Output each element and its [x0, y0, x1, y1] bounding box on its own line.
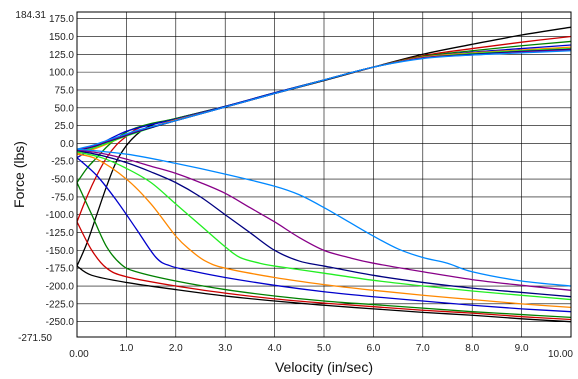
x-tick-labels: 0.00 1.0 2.0 3.0 4.0 5.0 6.0 7.0 8.0 9.0 10.00	[69, 343, 573, 360]
series-line	[76, 149, 572, 298]
y-tick-label: -125.0	[46, 228, 75, 239]
plot-frame	[76, 11, 572, 338]
y-tick-label: -25.0	[51, 157, 74, 168]
x-tick-label: 6.0	[366, 343, 380, 354]
y-tick-label: 175.0	[49, 14, 74, 25]
y-tick-label: 25.0	[55, 121, 75, 132]
y-tick-label: 125.0	[49, 50, 74, 61]
x-tick-label: 7.0	[416, 343, 430, 354]
y-tick-label: -200.0	[46, 282, 75, 293]
y-tick-label: -175.0	[46, 264, 75, 275]
x-tick-label: 1.0	[119, 343, 133, 354]
x-tick-label: 9.0	[515, 343, 529, 354]
y-tick-label: 50.0	[55, 103, 75, 114]
y-tick-label: 0.0	[60, 139, 74, 150]
x-tick-label: 2.0	[169, 343, 183, 354]
y-max-label: 184.31	[15, 10, 46, 21]
y-axis-title: Force (lbs)	[11, 141, 27, 208]
series-line	[76, 148, 572, 287]
series-line	[76, 265, 572, 323]
series-line	[76, 50, 572, 150]
x-tick-label: 10.00	[548, 349, 573, 360]
y-tick-label: -50.0	[51, 175, 74, 186]
x-tick-label: 3.0	[218, 343, 232, 354]
y-tick-label: -75.0	[51, 192, 74, 203]
x-tick-label: 4.0	[268, 343, 282, 354]
y-tick-label: 150.0	[49, 32, 74, 43]
y-tick-label: 100.0	[49, 68, 74, 79]
series-line	[76, 157, 572, 313]
series-line	[76, 221, 572, 321]
x-tick-label: 0.00	[69, 349, 89, 360]
y-min-label: -271.50	[18, 333, 52, 344]
series-line	[76, 151, 572, 301]
y-tick-label: -225.0	[46, 299, 75, 310]
series-line	[76, 40, 572, 184]
y-tick-label: -150.0	[46, 246, 75, 257]
y-tick-labels: 175.0 150.0 125.0 100.0 75.0 50.0 25.0 0.0 -25.0…	[46, 14, 75, 328]
series-line	[76, 153, 572, 309]
y-tick-label: -250.0	[46, 317, 75, 328]
series-line	[76, 182, 572, 319]
y-tick-label: -100.0	[46, 210, 75, 221]
x-tick-label: 8.0	[465, 343, 479, 354]
series-lines	[76, 26, 572, 323]
x-tick-label: 5.0	[317, 343, 331, 354]
x-axis-title: Velocity (in/sec)	[275, 359, 373, 375]
series-line	[76, 149, 572, 291]
y-tick-label: 75.0	[55, 85, 75, 96]
